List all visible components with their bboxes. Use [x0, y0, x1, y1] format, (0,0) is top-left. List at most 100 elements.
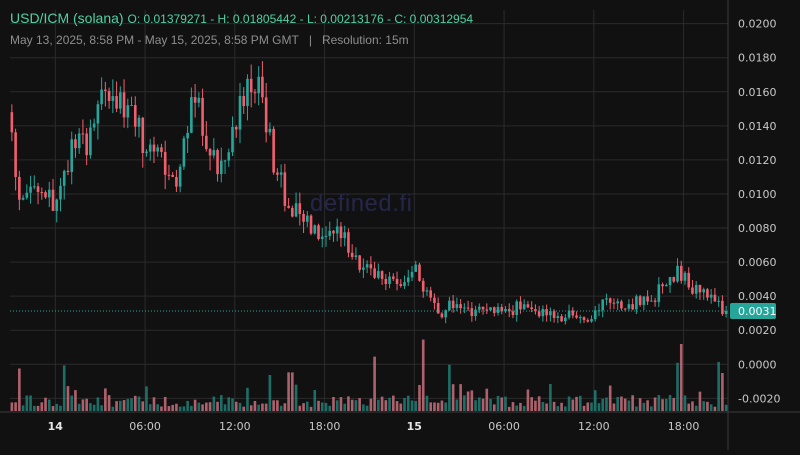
candle-body [291, 207, 294, 217]
volume-bar [448, 364, 451, 411]
volume-bar [59, 405, 62, 411]
volume-bars [10, 339, 728, 411]
volume-bar [287, 372, 290, 411]
volume-bar [55, 403, 59, 411]
candle-body [537, 311, 541, 317]
volume-bar [208, 402, 212, 411]
candle-body [133, 105, 137, 127]
candle-body [702, 289, 706, 293]
y-tick-label: 0.0080 [738, 222, 777, 235]
candle-body [653, 300, 657, 302]
volume-bar [272, 400, 275, 411]
candle-body [698, 284, 702, 293]
candle-body [567, 310, 571, 318]
candle-body [130, 105, 133, 107]
volume-bar [10, 402, 14, 411]
volume-bar [537, 396, 541, 411]
candle-body [526, 304, 530, 308]
volume-bar [182, 406, 186, 411]
volume-bar [571, 399, 575, 411]
candle-body [429, 290, 433, 298]
volume-bar [77, 403, 81, 411]
candle-body [107, 90, 111, 101]
volume-bar [560, 402, 563, 411]
symbol-title[interactable]: USD/ICM (solana) [10, 10, 124, 26]
volume-bar [623, 398, 627, 411]
candle-body [358, 255, 361, 270]
candle-body [111, 96, 115, 101]
candle-body [691, 287, 694, 294]
volume-bar [137, 396, 141, 411]
grid [10, 10, 728, 412]
volume-bar [466, 391, 470, 411]
candle-body [193, 97, 197, 103]
candle-body [676, 265, 679, 282]
candle-body [62, 170, 66, 186]
candle-body [470, 308, 474, 317]
candle-body [672, 277, 676, 282]
candle-body [642, 296, 646, 305]
candle-body [249, 78, 253, 93]
candle-body [578, 317, 582, 319]
volume-bar [530, 397, 533, 411]
ohlc-readout: O: 0.01379271 - H: 0.01805442 - L: 0.002… [127, 12, 474, 26]
candle-body [679, 265, 683, 281]
candle-body [459, 304, 462, 309]
last-price-line: 0.0031 [10, 302, 777, 319]
resolution-label[interactable]: Resolution: 15m [321, 33, 409, 47]
volume-bar [377, 399, 380, 411]
candle-body [388, 276, 391, 284]
candle-body [373, 268, 376, 278]
y-tick-label: 0.0100 [738, 188, 777, 201]
volume-bar [481, 398, 485, 411]
volume-bar [347, 396, 350, 411]
candle-body [474, 309, 477, 317]
x-tick-label: 06:00 [129, 420, 161, 433]
candle-body [167, 174, 171, 176]
candle-body [104, 89, 107, 91]
volume-bar [414, 400, 418, 411]
candle-body [148, 144, 152, 152]
volume-bar [504, 396, 507, 411]
candle-body [309, 215, 313, 234]
candle-body [205, 135, 208, 150]
volume-bar [276, 400, 279, 411]
candle-body [380, 271, 384, 279]
volume-bar [44, 397, 47, 411]
y-tick-label: 0.0120 [738, 154, 777, 167]
y-tick-label: 0.0040 [738, 290, 777, 303]
volume-bar [709, 404, 713, 411]
candle-body [152, 144, 156, 152]
volume-bar [104, 388, 107, 411]
candle-body [365, 264, 369, 268]
volume-bar [534, 400, 537, 411]
volume-bar [492, 404, 496, 411]
volume-bar [343, 403, 347, 411]
volume-bar [668, 395, 672, 411]
volume-bar [163, 396, 167, 411]
candle-body [219, 160, 223, 175]
volume-bar [549, 384, 552, 411]
candle-body [175, 176, 178, 187]
volume-bar [36, 405, 40, 411]
candle-body [440, 313, 444, 318]
volume-bar [463, 395, 466, 411]
candle-body [403, 282, 406, 286]
volume-bar [313, 390, 317, 411]
y-tick-label: 0.0200 [738, 18, 777, 31]
volume-bar [451, 384, 455, 411]
y-tick-label: 0.0160 [738, 86, 777, 99]
volume-bar [362, 404, 365, 411]
candle-body [631, 304, 634, 310]
volume-bar [171, 404, 174, 411]
candle-body [694, 284, 698, 294]
volume-bar [339, 397, 343, 411]
candle-body [313, 225, 317, 234]
candle-body [668, 277, 672, 286]
volume-bar [687, 403, 691, 411]
volume-bar [178, 406, 182, 411]
candle-body [399, 284, 403, 286]
volume-bar [403, 397, 406, 411]
